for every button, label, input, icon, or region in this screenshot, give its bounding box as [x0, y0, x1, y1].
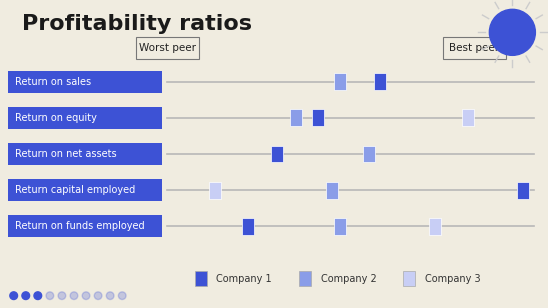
FancyBboxPatch shape	[334, 218, 346, 235]
FancyBboxPatch shape	[443, 37, 505, 59]
Ellipse shape	[489, 9, 535, 55]
FancyBboxPatch shape	[374, 73, 386, 90]
Ellipse shape	[58, 292, 66, 299]
Ellipse shape	[46, 292, 54, 299]
Ellipse shape	[22, 292, 30, 299]
Ellipse shape	[70, 292, 78, 299]
Ellipse shape	[82, 292, 90, 299]
Text: Profitability ratios: Profitability ratios	[22, 14, 252, 34]
Text: Company 1: Company 1	[216, 274, 272, 284]
Ellipse shape	[94, 292, 102, 299]
Text: Return on sales: Return on sales	[15, 77, 91, 87]
FancyBboxPatch shape	[8, 71, 162, 93]
FancyBboxPatch shape	[289, 109, 301, 126]
FancyBboxPatch shape	[403, 271, 415, 286]
Text: Return capital employed: Return capital employed	[15, 185, 135, 195]
Ellipse shape	[34, 292, 42, 299]
FancyBboxPatch shape	[299, 271, 311, 286]
FancyBboxPatch shape	[334, 73, 346, 90]
FancyBboxPatch shape	[517, 182, 529, 199]
Text: Company 2: Company 2	[321, 274, 376, 284]
FancyBboxPatch shape	[312, 109, 324, 126]
Text: Return on funds employed: Return on funds employed	[15, 221, 145, 231]
FancyBboxPatch shape	[135, 37, 198, 59]
FancyBboxPatch shape	[8, 107, 162, 129]
FancyBboxPatch shape	[327, 182, 339, 199]
FancyBboxPatch shape	[429, 218, 441, 235]
FancyBboxPatch shape	[363, 145, 375, 163]
FancyBboxPatch shape	[195, 271, 207, 286]
Text: Worst peer: Worst peer	[139, 43, 196, 53]
Ellipse shape	[10, 292, 18, 299]
FancyBboxPatch shape	[8, 215, 162, 237]
FancyBboxPatch shape	[462, 109, 474, 126]
FancyBboxPatch shape	[8, 143, 162, 165]
Text: Best peer: Best peer	[449, 43, 499, 53]
FancyBboxPatch shape	[8, 179, 162, 201]
Text: Return on equity: Return on equity	[15, 113, 96, 123]
Ellipse shape	[118, 292, 126, 299]
FancyBboxPatch shape	[271, 145, 283, 163]
FancyBboxPatch shape	[209, 182, 221, 199]
Text: Company 3: Company 3	[425, 274, 481, 284]
Ellipse shape	[106, 292, 114, 299]
FancyBboxPatch shape	[242, 218, 254, 235]
Text: Return on net assets: Return on net assets	[15, 149, 116, 159]
